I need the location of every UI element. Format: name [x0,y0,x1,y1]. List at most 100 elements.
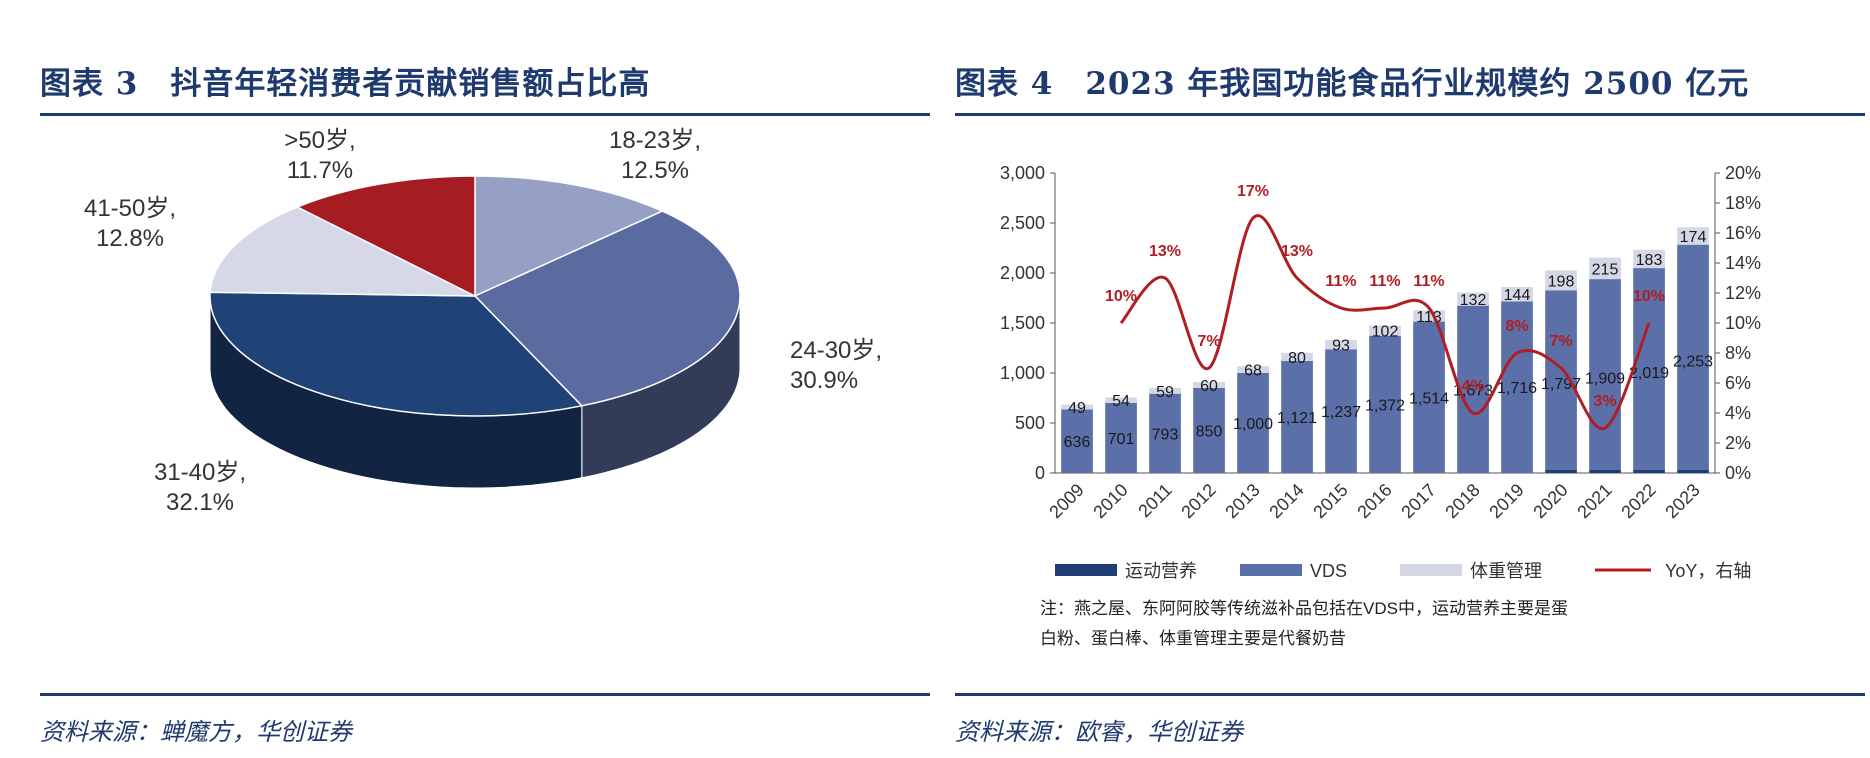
bar-vds-2022 [1633,268,1665,470]
yoy-label: 10% [1633,288,1665,305]
yoy-label: 13% [1281,243,1313,260]
x-tick-label: 2023 [1661,480,1703,522]
bar-label-weight: 93 [1332,338,1350,355]
pie-slice-3 [209,206,476,297]
bar-vds-2013 [1237,373,1269,473]
pie-label-name: >50岁, [284,127,355,154]
bar-weight-2017 [1413,310,1445,322]
yoy-label: 17% [1237,183,1269,200]
bar-vds-2015 [1325,349,1357,473]
bar-weight-2012 [1193,382,1225,388]
pie-label-pct: 12.8% [96,225,164,252]
pie-label-name: 41-50岁, [84,195,176,222]
x-tick-label: 2018 [1441,480,1483,522]
y-right-tick-label: 16% [1725,223,1761,243]
pie-label-pct: 30.9% [790,367,858,394]
bar-label-weight: 54 [1112,393,1130,410]
pie-slice-1 [473,210,741,407]
bar-weight-2016 [1369,325,1401,336]
bar-weight-2021 [1589,257,1621,280]
bar-label-vds: 793 [1152,426,1179,443]
legend-label-3: YoY，右轴 [1665,561,1751,581]
figure-4-title: 图表 4 2023 年我国功能食品行业规模约 2500 亿元 [955,66,1750,102]
bar-vds-2017 [1413,321,1445,473]
bar-label-weight: 215 [1592,261,1619,278]
chart-note-line-1: 注：燕之屋、东阿阿胶等传统滋补品包括在VDS中，运动营养主要是蛋 [1040,599,1568,618]
pie-slice-2 [209,291,584,417]
bar-label-vds: 1,237 [1321,404,1361,421]
bar-label-weight: 49 [1068,400,1086,417]
x-tick-label: 2010 [1089,480,1131,522]
legend-swatch-0 [1055,564,1117,576]
chart-note-line-2: 白粉、蛋白棒、体重管理主要是代餐奶昔 [1040,629,1346,648]
bar-weight-2015 [1325,340,1357,350]
y-left-tick-label: 2,500 [1000,213,1045,233]
bar-weight-2010 [1105,397,1137,403]
yoy-label: 11% [1369,273,1400,290]
bar-vds-2016 [1369,335,1401,473]
y-right-tick-label: 8% [1725,343,1751,363]
bar-label-weight: 60 [1200,378,1218,395]
bar-label-weight: 198 [1548,273,1575,290]
x-tick-label: 2013 [1221,480,1263,522]
title-rule [40,113,930,116]
bar-weight-2009 [1061,404,1093,410]
pie-label-2: 31-40岁, 32.1% [154,459,246,516]
legend-swatch-2 [1400,564,1462,576]
bar-vds-2014 [1281,360,1313,473]
bar-label-weight: 174 [1680,229,1707,246]
y-left-tick-label: 500 [1015,413,1045,433]
bar-vds-2011 [1149,393,1181,473]
bar-sport-2022 [1633,470,1665,473]
y-left-tick-label: 1,000 [1000,363,1045,383]
pie-label-3: 41-50岁, 12.8% [84,195,176,252]
x-tick-label: 2017 [1397,480,1439,522]
bar-label-weight: 102 [1372,324,1399,341]
x-tick-label: 2014 [1265,480,1307,522]
bar-vds-2009 [1061,409,1093,473]
footer-rule [955,693,1865,696]
pie-slice-4 [295,175,476,298]
bar-label-weight: 80 [1288,350,1306,367]
bar-vds-2019 [1501,301,1533,473]
bar-vds-2010 [1105,402,1137,473]
bar-label-weight: 132 [1460,292,1487,309]
yoy-label: 7% [1197,333,1220,350]
x-tick-label: 2015 [1309,480,1351,522]
bar-vds-2020 [1545,290,1577,470]
y-right-tick-label: 20% [1725,163,1761,183]
bar-weight-2019 [1501,287,1533,302]
x-tick-label: 2021 [1573,480,1615,522]
bar-weight-2022 [1633,249,1665,269]
yoy-label: 13% [1149,243,1181,260]
y-right-tick-label: 10% [1725,313,1761,333]
pie-label-name: 31-40岁, [154,459,246,486]
bar-label-weight: 183 [1636,252,1663,269]
y-left-tick-label: 1,500 [1000,313,1045,333]
bar-label-vds: 1,000 [1233,416,1273,433]
bar-label-vds: 1,372 [1365,397,1405,414]
bar-label-vds: 1,909 [1585,371,1625,388]
bar-label-vds: 850 [1196,424,1223,441]
y-left-tick-label: 0 [1035,463,1045,483]
bar-vds-2021 [1589,279,1621,470]
pie-label-0: 18-23岁, 12.5% [609,127,701,184]
bar-label-vds: 1,514 [1409,390,1449,407]
legend-label-2: 体重管理 [1470,561,1542,581]
bar-label-weight: 144 [1504,287,1531,304]
y-right-tick-label: 4% [1725,403,1751,423]
y-right-tick-label: 2% [1725,433,1751,453]
yoy-label: 11% [1413,273,1444,290]
figure-3-source: 资料来源：蝉魔方，华创证券 [40,718,352,746]
x-tick-label: 2019 [1485,480,1527,522]
y-right-tick-label: 12% [1725,283,1761,303]
yoy-line [1119,214,1651,430]
yoy-label: 10% [1105,288,1137,305]
bar-sport-2020 [1545,470,1577,473]
pie-label-pct: 12.5% [621,157,689,184]
panel-left: 图表 3 抖音年轻消费者贡献销售额占比高 18-23岁, 12.5% 24-30岁,… [40,66,930,746]
y-left-tick-label: 2,000 [1000,263,1045,283]
bar-label-vds: 1,121 [1277,410,1317,427]
bar-label-vds: 636 [1064,434,1091,451]
yoy-label: 8% [1505,318,1528,335]
